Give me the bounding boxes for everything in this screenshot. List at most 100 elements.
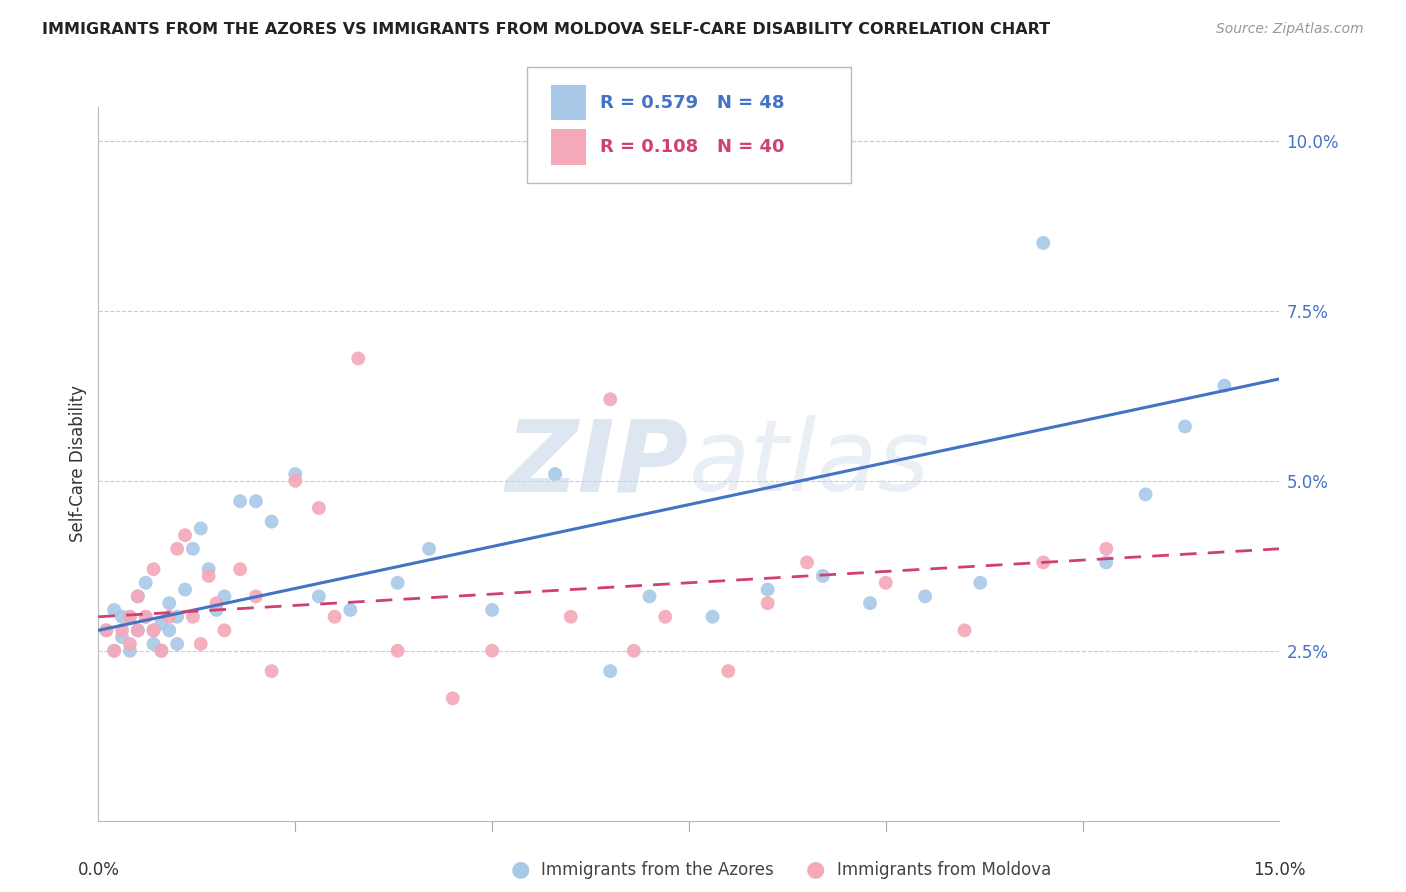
Point (481, 644, 503, 658)
Point (127, 590, 149, 604)
Point (103, 644, 125, 658)
Point (127, 624, 149, 638)
Text: 0.0%: 0.0% (77, 862, 120, 880)
Point (702, 609, 724, 624)
Point (245, 590, 267, 604)
Point (1174, 419, 1197, 434)
Point (111, 630, 134, 644)
Point (166, 609, 188, 624)
Point (914, 590, 936, 604)
Point (756, 582, 779, 597)
Point (166, 637, 188, 651)
Point (103, 644, 125, 658)
Point (103, 603, 125, 617)
Point (190, 637, 212, 651)
Point (197, 562, 219, 576)
Point (118, 644, 141, 658)
Point (441, 691, 464, 706)
Point (96, 624, 118, 638)
Point (953, 624, 976, 638)
Point (544, 467, 567, 481)
Point (157, 624, 180, 638)
Point (205, 596, 228, 610)
Point (142, 624, 165, 638)
Point (157, 609, 180, 624)
Point (387, 575, 409, 590)
Point (418, 541, 440, 556)
Point (127, 590, 149, 604)
Point (229, 494, 252, 508)
Text: ●: ● (510, 860, 530, 880)
Point (127, 624, 149, 638)
Point (284, 467, 307, 481)
Point (118, 609, 141, 624)
Point (308, 590, 330, 604)
Point (142, 624, 165, 638)
Point (260, 664, 283, 678)
Point (190, 521, 212, 535)
Text: Immigrants from Moldova: Immigrants from Moldova (837, 861, 1050, 879)
Point (387, 644, 409, 658)
Point (1095, 541, 1118, 556)
Point (205, 603, 228, 617)
Point (599, 392, 621, 407)
Text: Immigrants from the Azores: Immigrants from the Azores (541, 861, 775, 879)
Point (308, 501, 330, 516)
Point (157, 596, 180, 610)
Point (811, 569, 834, 583)
Text: atlas: atlas (689, 416, 931, 512)
Point (756, 596, 779, 610)
Point (1032, 235, 1054, 250)
Point (859, 596, 882, 610)
Point (174, 528, 197, 542)
Point (96, 624, 118, 638)
Point (142, 637, 165, 651)
Point (150, 616, 173, 631)
Point (214, 624, 236, 638)
Point (150, 644, 173, 658)
Text: ZIP: ZIP (506, 416, 689, 512)
Point (111, 609, 134, 624)
Text: 15.0%: 15.0% (1253, 862, 1306, 880)
Point (181, 541, 204, 556)
Point (323, 609, 346, 624)
Point (796, 555, 818, 569)
Point (150, 644, 173, 658)
Point (111, 624, 134, 638)
Point (599, 664, 621, 678)
Point (481, 603, 503, 617)
Point (135, 609, 157, 624)
Point (339, 603, 361, 617)
Point (197, 569, 219, 583)
Point (245, 494, 267, 508)
Point (560, 609, 582, 624)
Text: R = 0.108   N = 40: R = 0.108 N = 40 (600, 138, 785, 156)
Point (1032, 555, 1054, 569)
Point (229, 562, 252, 576)
Point (284, 474, 307, 488)
Point (1135, 487, 1157, 501)
Point (623, 644, 645, 658)
Point (1095, 555, 1118, 569)
Point (969, 575, 991, 590)
Point (166, 541, 188, 556)
Y-axis label: Self-Care Disability: Self-Care Disability (69, 385, 87, 542)
Point (181, 609, 204, 624)
Text: IMMIGRANTS FROM THE AZORES VS IMMIGRANTS FROM MOLDOVA SELF-CARE DISABILITY CORRE: IMMIGRANTS FROM THE AZORES VS IMMIGRANTS… (42, 22, 1050, 37)
Point (260, 515, 283, 529)
Point (1213, 378, 1236, 392)
Text: ●: ● (806, 860, 825, 880)
Point (347, 351, 370, 366)
Point (135, 575, 157, 590)
Text: Source: ZipAtlas.com: Source: ZipAtlas.com (1216, 22, 1364, 37)
Point (214, 590, 236, 604)
Point (174, 582, 197, 597)
Point (717, 664, 740, 678)
Point (118, 609, 141, 624)
Point (654, 609, 676, 624)
Point (135, 609, 157, 624)
Point (875, 575, 897, 590)
Text: R = 0.579   N = 48: R = 0.579 N = 48 (600, 94, 785, 112)
Point (118, 637, 141, 651)
Point (142, 562, 165, 576)
